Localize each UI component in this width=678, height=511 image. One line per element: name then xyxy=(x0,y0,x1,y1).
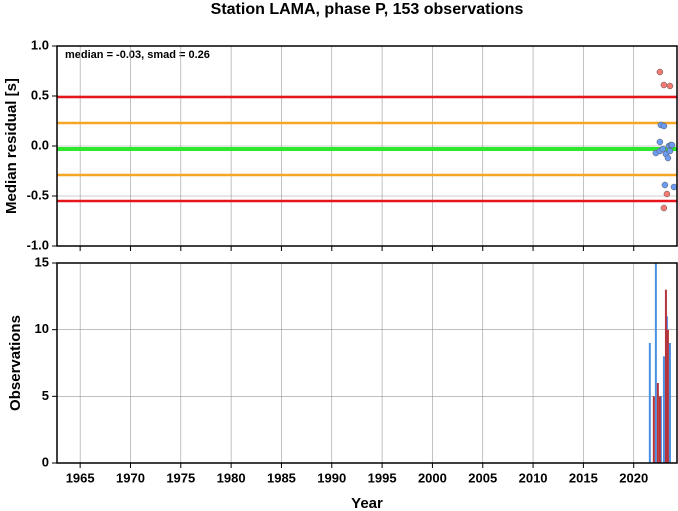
x-tick-label: 1980 xyxy=(217,470,246,485)
data-point xyxy=(656,68,664,76)
chart-title: Station LAMA, phase P, 153 observations xyxy=(211,1,524,18)
data-point xyxy=(661,181,669,189)
y-tick-label: -1.0 xyxy=(27,237,49,252)
plot-frame xyxy=(56,45,678,247)
annotation: median = -0.03, smad = 0.26 xyxy=(65,49,210,61)
x-tick-label: 2010 xyxy=(519,470,548,485)
y-tick-label: 0.5 xyxy=(31,87,49,102)
data-point xyxy=(660,122,668,130)
data-point xyxy=(666,82,674,90)
bar xyxy=(654,263,657,463)
x-tick-label: 1970 xyxy=(116,470,145,485)
bar xyxy=(662,356,665,463)
data-point xyxy=(660,81,668,89)
x-tick-label: 2020 xyxy=(619,470,648,485)
y-tick-label: 10 xyxy=(35,321,49,336)
plot-frame xyxy=(56,262,678,464)
x-tick-label: 1995 xyxy=(368,470,397,485)
y-tick-label: 0 xyxy=(42,454,49,469)
y-tick-label: 1.0 xyxy=(31,37,49,52)
bar xyxy=(648,343,651,463)
bar xyxy=(659,396,662,463)
bar xyxy=(665,316,668,463)
data-point xyxy=(668,141,676,149)
data-point xyxy=(670,183,678,191)
y-tick-label: -0.5 xyxy=(27,187,49,202)
data-point xyxy=(660,204,668,212)
bar xyxy=(658,396,661,463)
y-tick-label: 0.0 xyxy=(31,137,49,152)
bar xyxy=(664,289,667,463)
y-tick-label: 15 xyxy=(35,254,49,269)
data-point xyxy=(664,154,672,162)
x-tick-label: 2000 xyxy=(418,470,447,485)
y-axis-label: Observations xyxy=(7,315,24,411)
x-tick-label: 1985 xyxy=(267,470,296,485)
data-point xyxy=(666,147,674,155)
y-tick-label: 5 xyxy=(42,388,49,403)
y-axis-label: Median residual [s] xyxy=(3,78,20,214)
data-point xyxy=(659,145,667,153)
bar xyxy=(668,343,671,463)
data-point xyxy=(656,138,664,146)
x-tick-label: 2015 xyxy=(569,470,598,485)
bar xyxy=(656,383,659,463)
x-tick-label: 2005 xyxy=(468,470,497,485)
x-axis-label: Year xyxy=(351,495,383,511)
x-tick-label: 1965 xyxy=(66,470,95,485)
x-tick-label: 1975 xyxy=(166,470,195,485)
bar xyxy=(666,329,669,463)
x-tick-label: 1990 xyxy=(317,470,346,485)
bar xyxy=(652,396,655,463)
data-point xyxy=(663,190,671,198)
